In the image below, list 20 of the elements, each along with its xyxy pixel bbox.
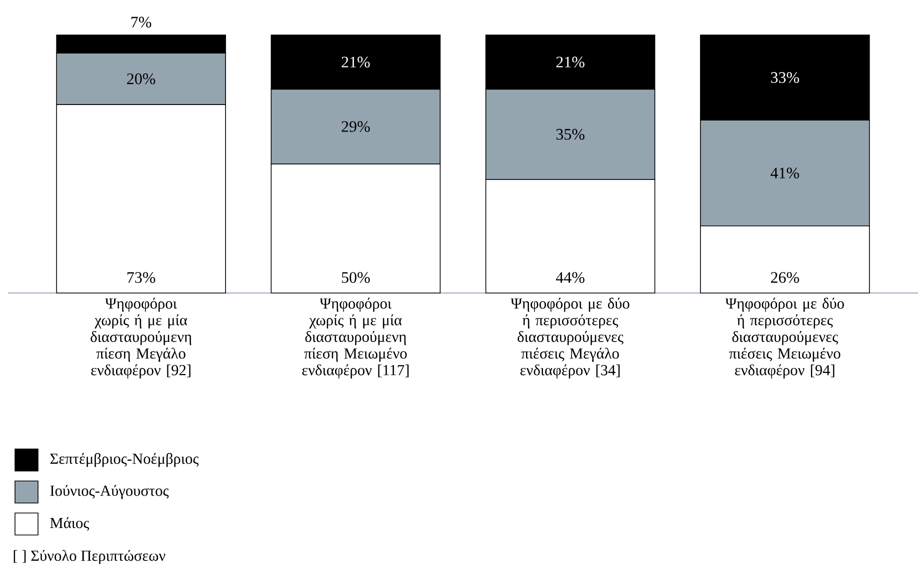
x-tick-label: Ψηφοφόροι με δύο ή περισσότερες διασταυρούμενες πιέσεις Μεγάλο ενδιαφέρον [34] bbox=[510, 298, 630, 378]
x-tick-label: Ψηφοφόροι χωρίς ή με μία διασταυρούμενη πίεση Μειωμένο ενδιαφέρον [117] bbox=[302, 298, 409, 378]
text: [ ] Σύνολο Περιπτώσεων bbox=[14, 550, 166, 564]
data-label: 50% bbox=[342, 272, 370, 283]
legend-label: Σεπτέμβριος-Νοέμβριος bbox=[50, 452, 199, 468]
data-label: 21% bbox=[556, 56, 584, 68]
data-label: 7% bbox=[131, 16, 152, 28]
x-tick-label: Ψηφοφόροι χωρίς ή με μία διασταυρούμενη πίεση Μεγάλο ενδιαφέρον [92] bbox=[90, 298, 192, 378]
legend-label: Μάιος bbox=[50, 517, 90, 531]
data-label: 41% bbox=[770, 168, 800, 178]
data-label: 33% bbox=[771, 72, 800, 83]
data-label: 21% bbox=[342, 56, 370, 68]
data-label: 35% bbox=[556, 128, 584, 140]
data-label: 20% bbox=[127, 73, 156, 84]
x-tick-label: Ψηφοφόροι με δύο ή περισσότερες διασταυρούμενες πιέσεις Μειωμένο ενδιαφέρον [94] bbox=[725, 298, 844, 378]
legend-label: Ιούνιος-Αύγουστος bbox=[50, 484, 169, 500]
data-label: 26% bbox=[770, 272, 800, 283]
data-label: 73% bbox=[127, 272, 156, 283]
data-label: 44% bbox=[556, 272, 584, 283]
data-label: 29% bbox=[342, 121, 370, 132]
